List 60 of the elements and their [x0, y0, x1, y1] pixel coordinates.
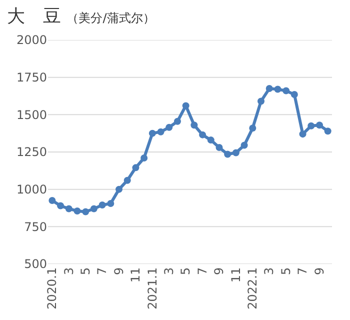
- x-tick-label: 11: [228, 267, 243, 283]
- point: [48, 197, 56, 204]
- point: [90, 205, 98, 212]
- y-tick-label: 1750: [16, 70, 47, 85]
- point: [216, 144, 223, 152]
- point: [240, 142, 248, 149]
- x-tick-label: 9: [212, 267, 226, 276]
- point: [166, 124, 173, 131]
- x-tick-label: 2020.1: [45, 267, 60, 310]
- point: [266, 85, 273, 92]
- point: [290, 91, 298, 98]
- x-tick-label: 3: [62, 267, 76, 276]
- point: [182, 102, 190, 110]
- point: [174, 118, 181, 125]
- y-tick-label: 2000: [16, 33, 47, 48]
- point: [274, 86, 282, 93]
- x-tick-label: 5: [78, 267, 92, 276]
- x-tick-label: 7: [296, 267, 310, 276]
- x-tick-label: 7: [195, 267, 210, 276]
- x-tick-label: 5: [278, 267, 293, 276]
- point: [65, 205, 72, 212]
- x-tick-label: 2022.1: [246, 267, 260, 310]
- point: [98, 202, 106, 209]
- point: [74, 207, 81, 214]
- point: [157, 128, 164, 136]
- point: [116, 186, 122, 193]
- x-tick-label: 5: [178, 267, 193, 276]
- point: [249, 124, 256, 132]
- point: [224, 150, 232, 158]
- point: [82, 208, 90, 216]
- point: [57, 202, 64, 210]
- x-tick-label: 7: [95, 267, 110, 276]
- point: [148, 130, 156, 137]
- x-tick-label: 2021.1: [145, 267, 160, 310]
- y-tick-label: 1250: [16, 145, 47, 160]
- x-tick-label: 9: [312, 267, 326, 276]
- chart-subtitle: （美分/蒲式尔）: [66, 11, 155, 26]
- y-tick-label: 1500: [16, 108, 47, 122]
- point: [316, 122, 323, 129]
- x-tick-label: 3: [262, 267, 276, 276]
- point: [324, 128, 332, 135]
- y-tick-label: 500: [24, 257, 47, 272]
- point: [107, 200, 114, 208]
- x-tick-label: 3: [162, 267, 176, 276]
- point: [282, 87, 290, 94]
- point: [190, 122, 198, 129]
- point: [132, 164, 140, 172]
- point: [258, 98, 264, 105]
- point: [232, 149, 240, 156]
- point: [124, 176, 131, 184]
- point: [199, 131, 206, 138]
- point: [207, 136, 214, 144]
- x-tick-label: 11: [128, 267, 143, 283]
- y-tick-label: 1000: [16, 182, 47, 197]
- x-tick-label: 9: [112, 267, 126, 276]
- point: [299, 130, 306, 138]
- point: [140, 154, 148, 162]
- y-tick-label: 750: [24, 220, 47, 234]
- chart-title: 大 豆: [7, 6, 61, 28]
- point: [308, 122, 315, 130]
